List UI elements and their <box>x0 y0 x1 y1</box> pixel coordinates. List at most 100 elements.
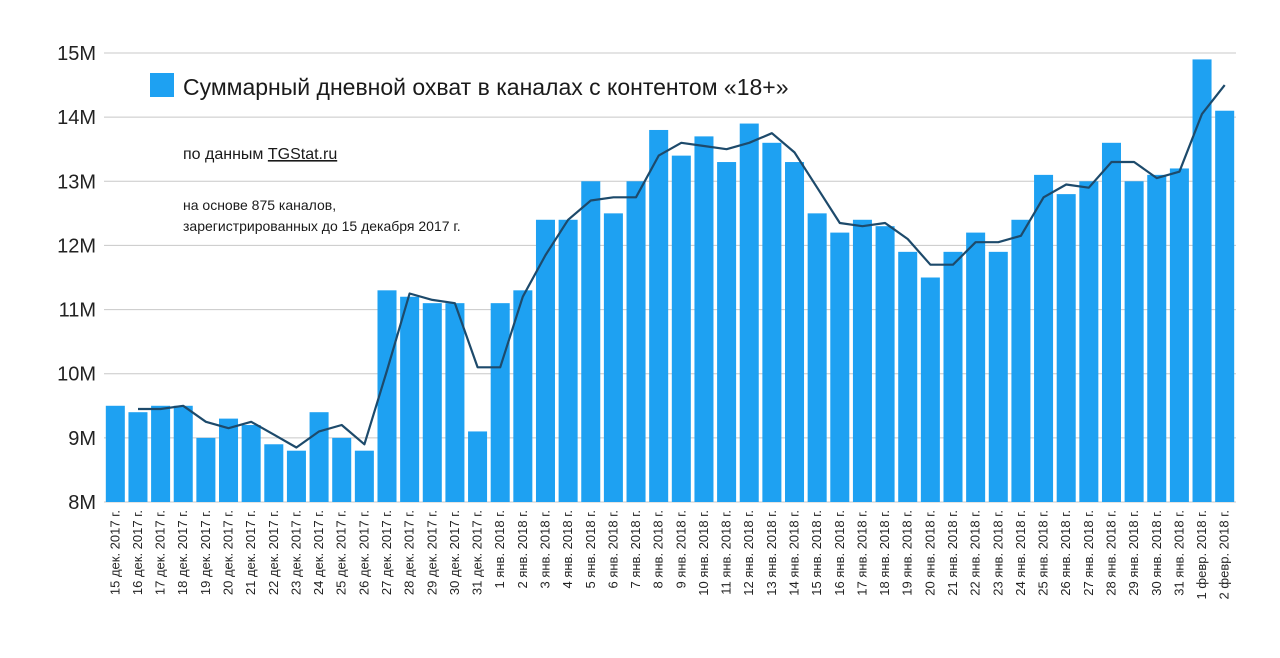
bar <box>445 303 465 502</box>
y-tick-label: 9M <box>68 428 96 450</box>
channels-note-line-2: зарегистрированных до 15 декабря 2017 г. <box>183 218 461 234</box>
x-tick-label: 15 дек. 2017 г. <box>107 510 122 595</box>
source-link[interactable]: TGStat.ru <box>268 146 337 163</box>
bar <box>1215 110 1235 502</box>
x-tick-label: 16 янв. 2018 г. <box>832 510 847 596</box>
bar <box>988 251 1008 502</box>
y-tick-label: 14M <box>57 107 96 129</box>
bar <box>966 232 986 502</box>
bar <box>717 162 737 503</box>
bar <box>513 290 533 502</box>
y-tick-label: 13M <box>57 171 96 193</box>
bar <box>694 136 714 502</box>
x-tick-label: 24 янв. 2018 г. <box>1013 510 1028 596</box>
x-tick-label: 11 янв. 2018 г. <box>719 510 734 595</box>
x-tick-label: 3 янв. 2018 г. <box>537 510 552 589</box>
x-tick-label: 25 янв. 2018 г. <box>1036 510 1051 596</box>
x-tick-label: 7 янв. 2018 г. <box>628 510 643 589</box>
x-tick-label: 19 дек. 2017 г. <box>198 510 213 595</box>
source-prefix: по данным <box>183 146 268 163</box>
bar <box>943 251 963 502</box>
bar <box>535 219 555 502</box>
x-tick-label: 5 янв. 2018 г. <box>583 510 598 589</box>
bar <box>219 418 239 502</box>
x-tick-label: 24 дек. 2017 г. <box>311 510 326 595</box>
bar <box>852 219 872 502</box>
bar <box>173 405 193 502</box>
x-tick-label: 22 янв. 2018 г. <box>968 510 983 596</box>
bar <box>1056 194 1076 502</box>
x-tick-label: 21 янв. 2018 г. <box>945 510 960 596</box>
x-tick-label: 22 дек. 2017 г. <box>266 510 281 595</box>
bar <box>1079 181 1099 503</box>
bar <box>920 277 940 502</box>
bar <box>671 155 691 502</box>
bar <box>830 232 850 502</box>
bar <box>626 181 646 503</box>
bar <box>1169 168 1189 502</box>
x-tick-label: 13 янв. 2018 г. <box>764 510 779 596</box>
bar <box>1192 59 1212 503</box>
trend-line <box>138 84 1226 449</box>
x-tick-label: 2 янв. 2018 г. <box>515 510 530 589</box>
x-tick-label: 1 февр. 2018 г. <box>1194 510 1209 599</box>
x-tick-label: 15 янв. 2018 г. <box>809 510 824 596</box>
x-tick-label: 25 дек. 2017 г. <box>334 510 349 595</box>
bar <box>898 251 918 502</box>
x-tick-label: 30 дек. 2017 г. <box>447 510 462 595</box>
bar <box>241 425 261 502</box>
legend-swatch <box>150 73 174 97</box>
x-tick-label: 19 янв. 2018 г. <box>900 510 915 596</box>
y-tick-label: 10M <box>57 364 96 386</box>
bar <box>377 290 397 502</box>
bar <box>468 431 488 502</box>
bar <box>875 226 895 502</box>
x-tick-label: 26 дек. 2017 г. <box>356 510 371 595</box>
x-tick-label: 18 янв. 2018 г. <box>877 510 892 596</box>
y-tick-label: 8M <box>68 492 96 514</box>
y-tick-label: 11M <box>59 300 96 322</box>
x-tick-label: 27 дек. 2017 г. <box>379 510 394 595</box>
x-tick-label: 31 дек. 2017 г. <box>470 510 485 595</box>
x-tick-label: 17 дек. 2017 г. <box>153 510 168 595</box>
bar <box>1011 219 1031 502</box>
x-tick-label: 31 янв. 2018 г. <box>1171 510 1186 596</box>
y-axis-ticks: 8M 9M 10M 11M 12M 13M 14M 15M <box>57 43 96 514</box>
bar <box>762 142 782 503</box>
bar <box>1101 142 1121 503</box>
bar <box>151 405 171 502</box>
gridlines <box>104 52 1236 503</box>
bar <box>105 405 125 502</box>
x-tick-label: 17 янв. 2018 г. <box>854 510 869 596</box>
x-tick-label: 27 янв. 2018 г. <box>1081 510 1096 596</box>
x-tick-label: 1 янв. 2018 г. <box>492 510 507 589</box>
bar <box>649 129 669 502</box>
bar <box>309 412 329 502</box>
x-tick-label: 12 янв. 2018 г. <box>741 510 756 596</box>
bar <box>332 437 352 502</box>
x-tick-label: 9 янв. 2018 г. <box>673 510 688 589</box>
x-tick-label: 8 янв. 2018 г. <box>651 510 666 589</box>
x-tick-label: 10 янв. 2018 г. <box>696 510 711 596</box>
x-tick-label: 14 янв. 2018 г. <box>787 510 802 596</box>
bar <box>286 450 306 502</box>
bar <box>558 219 578 502</box>
x-tick-label: 28 янв. 2018 г. <box>1103 510 1118 596</box>
bar <box>603 213 623 502</box>
x-tick-label: 18 дек. 2017 г. <box>175 510 190 595</box>
bar <box>1124 181 1144 503</box>
channels-note-line-1: на основе 875 каналов, <box>183 197 336 213</box>
source-note: по данным TGStat.ru <box>183 146 337 163</box>
x-tick-label: 4 янв. 2018 г. <box>560 510 575 589</box>
bar <box>354 450 374 502</box>
x-tick-label: 30 янв. 2018 г. <box>1149 510 1164 596</box>
bar <box>807 213 827 502</box>
bar <box>1034 174 1054 502</box>
x-tick-label: 23 янв. 2018 г. <box>990 510 1005 596</box>
x-tick-label: 28 дек. 2017 г. <box>402 510 417 595</box>
bar <box>785 162 805 503</box>
x-tick-label: 16 дек. 2017 г. <box>130 510 145 595</box>
x-tick-label: 2 февр. 2018 г. <box>1217 510 1232 599</box>
x-tick-label: 20 дек. 2017 г. <box>221 510 236 595</box>
